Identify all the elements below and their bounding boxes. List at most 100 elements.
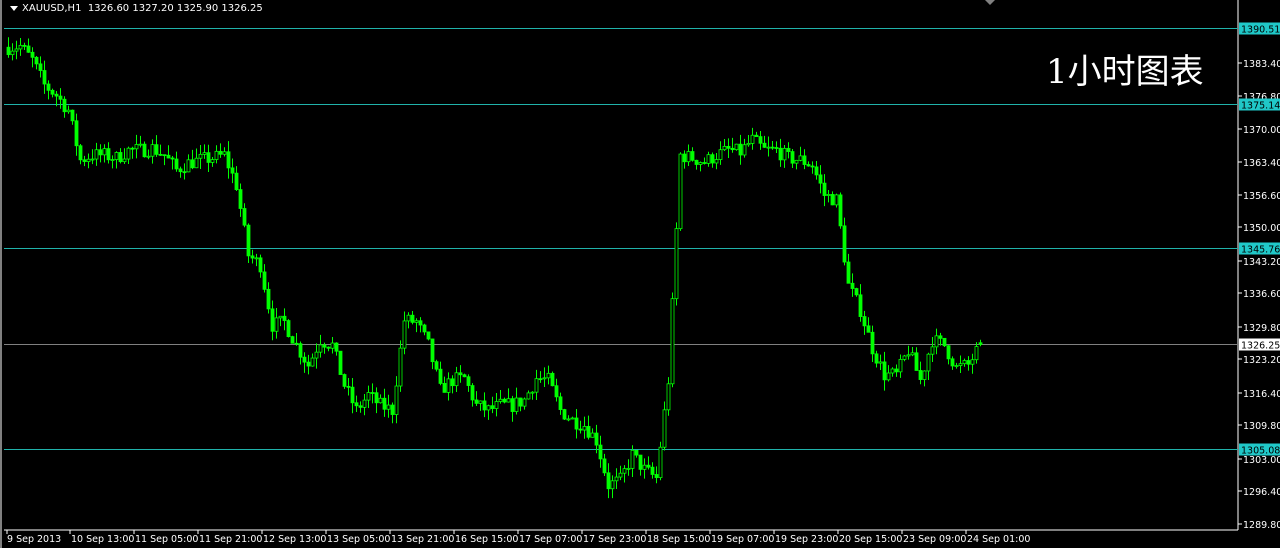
candle-body [826,194,831,196]
candle-body [874,353,879,364]
candle-body [102,148,107,156]
time-tick-label: 11 Sep 21:00 [199,534,262,545]
candle-body [402,320,407,349]
candle-body [54,93,59,97]
candle-body [698,162,703,165]
candle-body [882,361,887,381]
time-tick-label: 10 Sep 13:00 [71,534,134,545]
candle-body [154,144,159,155]
candle-body [70,109,75,122]
candle-body [954,365,959,367]
candle-body [106,148,111,161]
candle-body [766,146,771,149]
price-tick-label: 1363.40 [1243,158,1280,169]
level-price-label-bg [1239,22,1280,35]
candle-body [214,150,219,160]
candle-body [638,454,643,470]
candle-body [130,147,135,150]
price-tick-label: 1343.20 [1243,257,1280,268]
price-tick-label: 1356.60 [1243,191,1280,202]
candle-body [518,397,523,407]
candle-body [630,449,635,469]
candle-body [330,342,335,349]
level-price-label-bg [1239,98,1280,111]
candle-body [182,171,187,174]
candle-body [394,385,399,415]
candle-body [94,149,99,160]
candle-body [18,44,23,50]
candle-body [822,182,827,196]
candle-body [322,344,327,348]
candle-body [550,372,555,387]
candle-body [174,158,179,170]
candle-body [610,480,615,490]
candle-body [22,44,27,47]
candle-body [646,464,651,468]
candle-body [382,397,387,410]
candle-body [62,98,67,113]
candle-body [6,46,11,56]
candle-body [962,360,967,365]
candle-body [662,409,667,448]
candle-body [758,136,763,144]
candle-body [774,147,779,149]
candle-body [350,386,355,404]
symbol-title: XAUUSD,H1 [22,3,82,14]
time-tick-label: 17 Sep 23:00 [583,534,646,545]
chart-shift-marker-icon[interactable] [985,0,995,5]
time-tick-label: 13 Sep 05:00 [327,534,390,545]
candle-body [834,194,839,206]
candle-body [730,147,735,151]
candle-body [346,385,351,388]
candle-body [442,383,447,393]
candle-body [598,444,603,460]
candle-body [298,343,303,358]
candle-body [922,370,927,380]
candle-body [398,347,403,387]
candle-body [142,143,147,158]
candle-body [122,158,127,163]
candle-body [202,152,207,155]
candle-body [658,446,663,479]
candle-body [486,405,491,411]
candle-body [590,432,595,438]
candle-body [770,146,775,149]
price-tick-label: 1296.40 [1243,487,1280,498]
candle-body [546,372,551,379]
candle-body [474,399,479,404]
candle-body [462,374,467,378]
chart-title: XAUUSD,H1 1326.60 1327.20 1325.90 1326.2… [10,3,263,14]
candle-body [326,346,331,349]
candle-body [594,432,599,446]
current-price-label: 1326.25 [1241,341,1280,352]
candle-body [86,158,91,162]
candle-body [26,45,31,53]
candle-body [522,398,527,407]
candle-body [266,288,271,310]
ohlc-readout: 1326.60 1327.20 1325.90 1326.25 [87,3,263,14]
candle-body [562,409,567,420]
candle-body [526,392,531,400]
candle-body [406,314,411,322]
candle-body [318,344,323,353]
level-price-label-bg [1239,443,1280,456]
candle-body [42,70,47,85]
candle-body [690,151,695,161]
candle-body [250,255,255,259]
candle-body [870,331,875,355]
current-price-label-bg [1239,338,1280,351]
candle-body [710,154,715,164]
candle-body [362,399,367,408]
time-tick-label: 12 Sep 13:00 [263,534,326,545]
dropdown-triangle-icon[interactable] [10,5,18,11]
watermark-text: 1小时图表 [1046,52,1204,92]
candle-body [482,400,487,411]
candle-body [862,316,867,327]
candle-body [534,378,539,393]
candle-body [198,153,203,159]
candle-body [958,363,963,366]
candle-body [974,346,979,361]
level-price-label: 1375.14 [1241,101,1280,112]
